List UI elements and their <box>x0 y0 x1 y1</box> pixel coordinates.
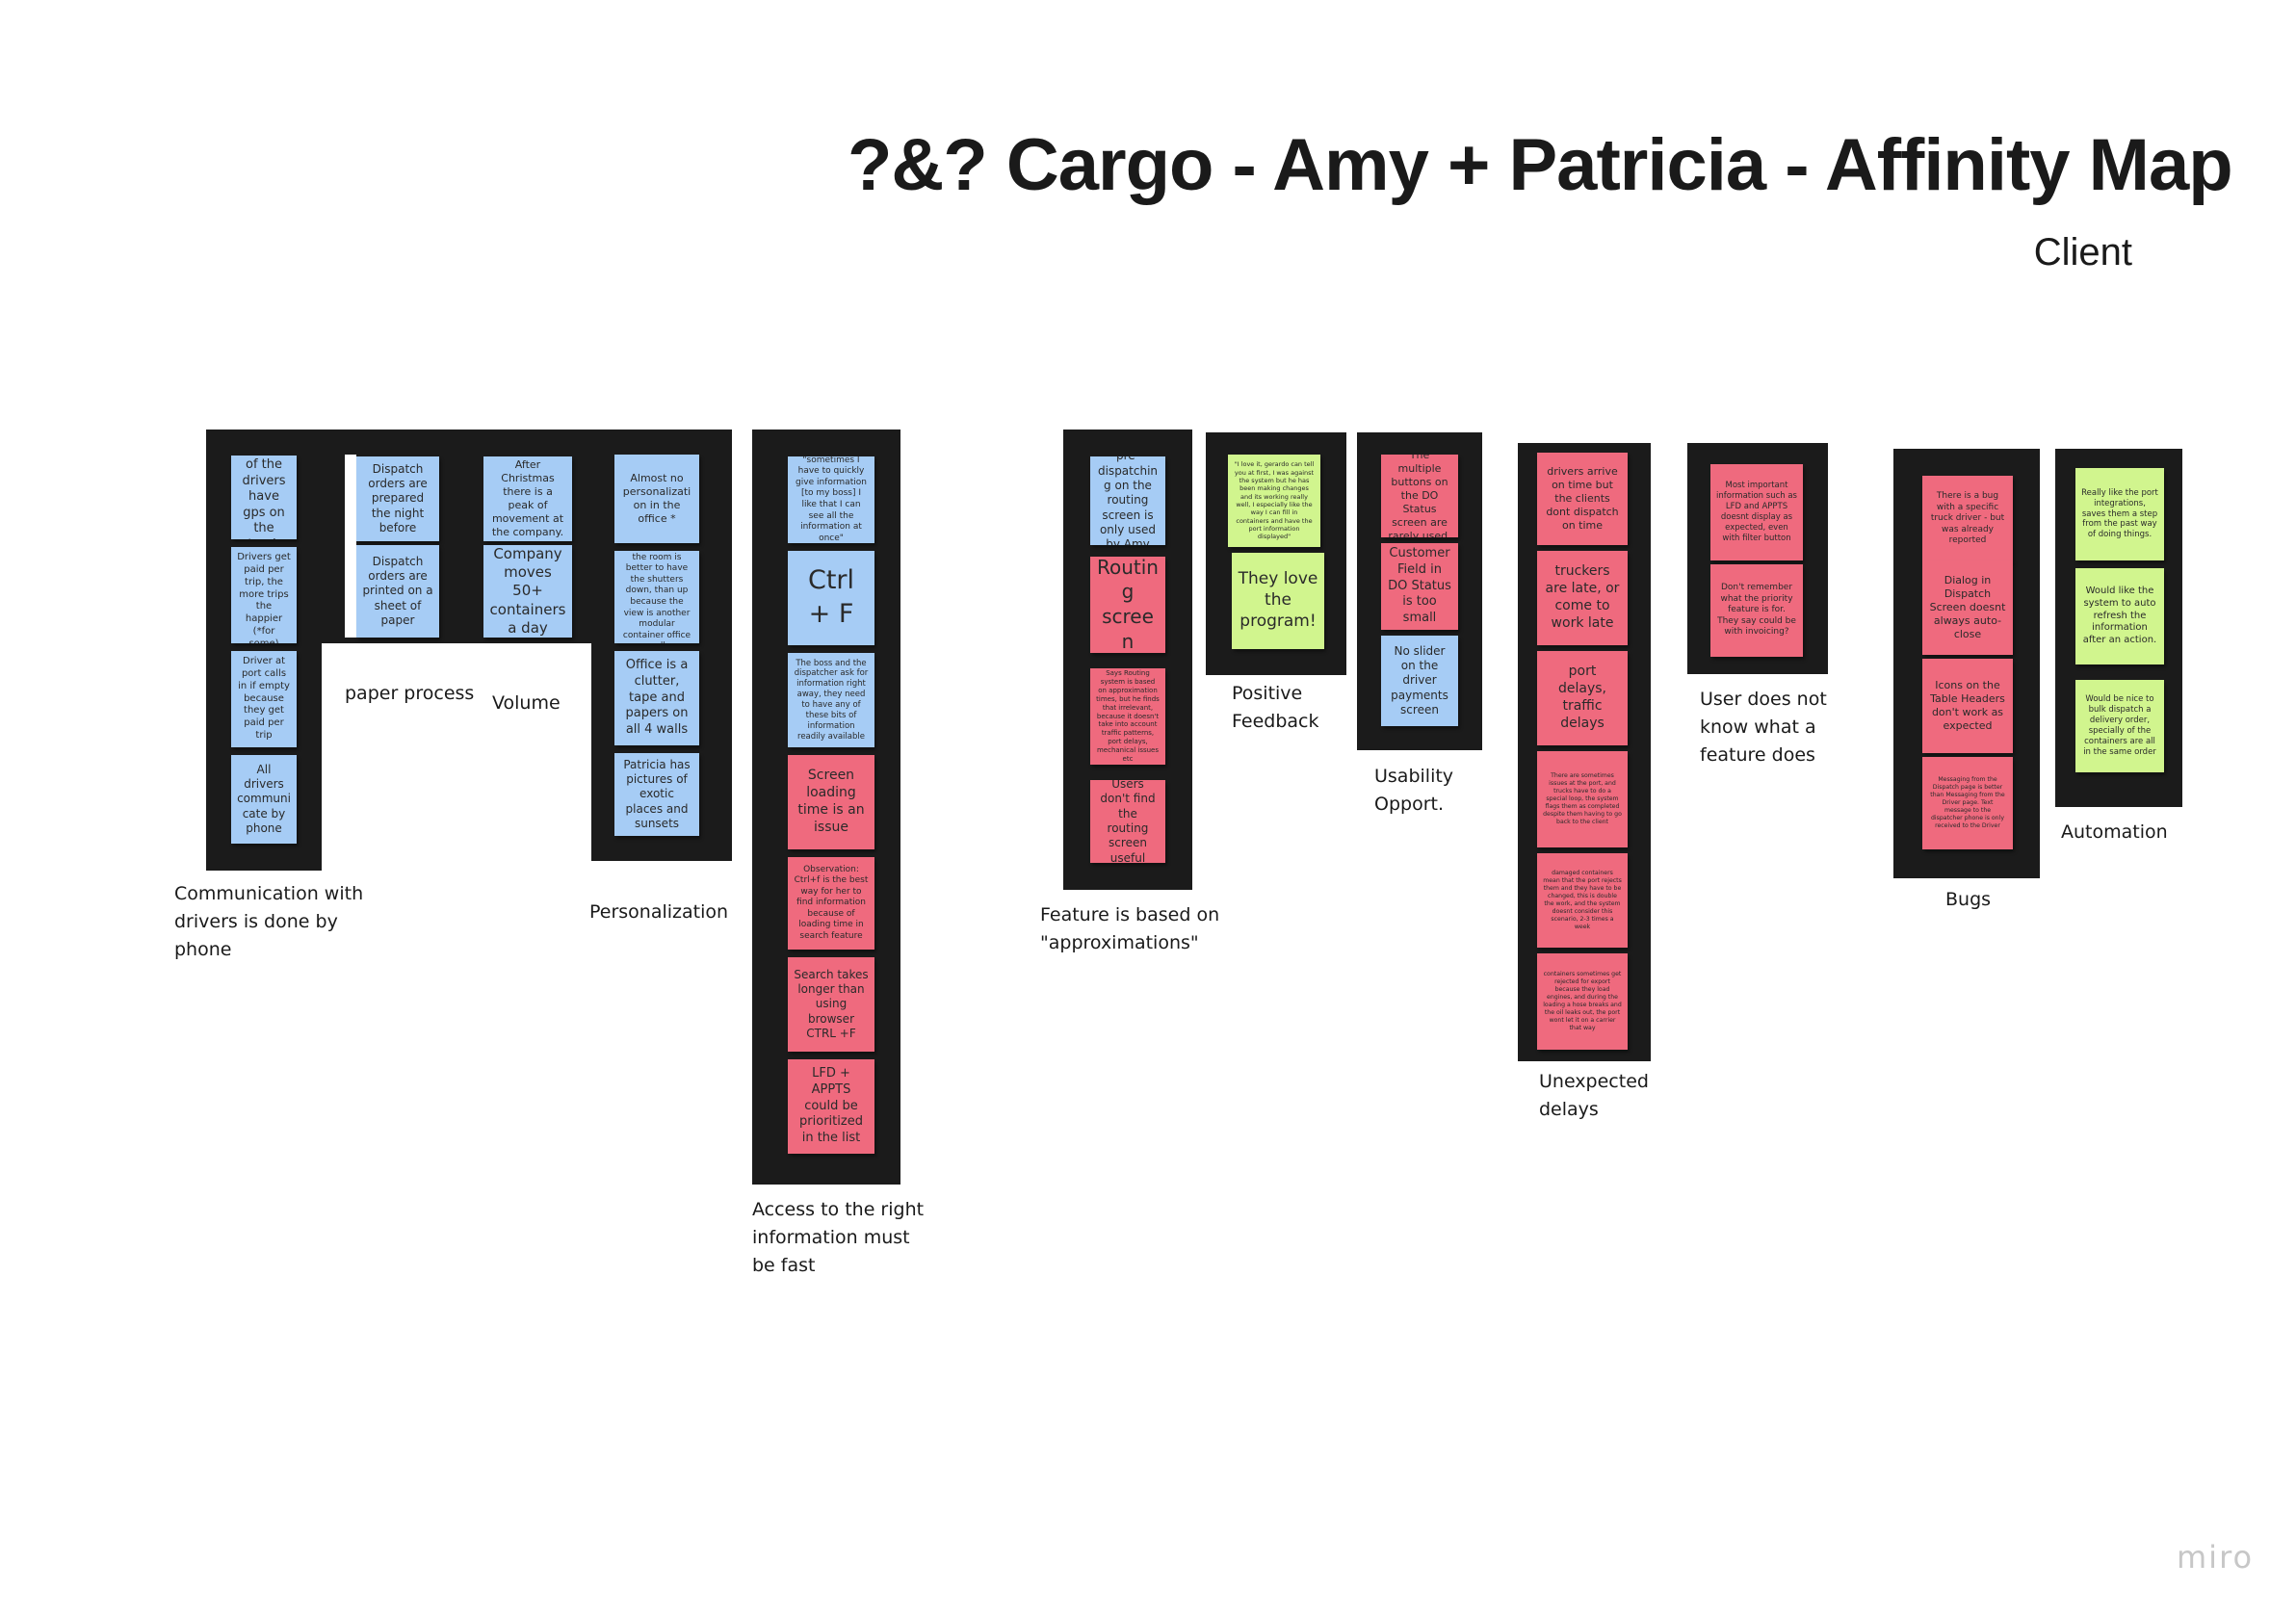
sticky-note[interactable]: They love the program! <box>1232 553 1324 649</box>
sticky-note[interactable]: The multiple buttons on the DO Status sc… <box>1381 455 1458 537</box>
sticky-note[interactable]: Dispatch orders are prepared the night b… <box>356 456 439 541</box>
sticky-note[interactable]: Dialog in Dispatch Screen doesnt always … <box>1922 560 2013 655</box>
sticky-note[interactable]: pre-dispatching on the routing screen is… <box>1090 456 1165 545</box>
sticky-note[interactable]: truckers are late, or come to work late <box>1537 551 1628 645</box>
miro-logo: miro <box>2177 1539 2255 1576</box>
sticky-note[interactable]: Truck Drivers get paid per trip, the mor… <box>231 547 297 643</box>
sticky-note[interactable]: Would be nice to bulk dispatch a deliver… <box>2075 680 2164 772</box>
sticky-note[interactable]: Ctrl + F <box>788 551 874 645</box>
sticky-note[interactable]: LFD + APPTS could be prioritized in the … <box>788 1059 874 1154</box>
sticky-note[interactable]: damaged containers mean that the port re… <box>1537 853 1628 948</box>
sticky-note[interactable]: Users don't find the routing screen usef… <box>1090 780 1165 863</box>
cluster-label: Usability Opport. <box>1374 766 1454 815</box>
sticky-note[interactable]: Office is a clutter, tape and papers on … <box>614 651 699 745</box>
sticky-note[interactable]: No slider on the driver payments screen <box>1381 636 1458 726</box>
sticky-note[interactable]: port delays, traffic delays <box>1537 651 1628 745</box>
sticky-note[interactable]: All drivers communicate by phone <box>231 755 297 844</box>
cluster-label: Bugs <box>1945 889 1992 910</box>
sticky-note[interactable]: drivers arrive on time but the clients d… <box>1537 453 1628 545</box>
sticky-note[interactable]: Would like the system to auto refresh th… <box>2075 568 2164 664</box>
sticky-note[interactable]: Icons on the Table Headers don't work as… <box>1922 659 2013 753</box>
sticky-note[interactable]: Observation: Ctrl+f is the best way for … <box>788 857 874 950</box>
sticky-note[interactable]: Most important information such as LFD a… <box>1710 464 1803 560</box>
sticky-note[interactable]: Dispatch orders are printed on a sheet o… <box>356 545 439 638</box>
sticky-note[interactable]: Screen loading time is an issue <box>788 755 874 849</box>
sticky-note[interactable]: "sometimes I have to quickly give inform… <box>788 456 874 543</box>
sticky-note[interactable]: Customer Field in DO Status is too small <box>1381 543 1458 630</box>
cluster-label: Communication with drivers is done by ph… <box>174 883 364 960</box>
cluster-label: Feature is based on "approximations" <box>1040 904 1220 953</box>
cluster-label: Personalization <box>589 901 729 923</box>
sticky-note[interactable]: The window in the room is better to have… <box>614 551 699 643</box>
sticky-note[interactable]: Patricia has pictures of exotic places a… <box>614 753 699 836</box>
sticky-note[interactable]: Driver at port calls in if empty because… <box>231 651 297 747</box>
sticky-note[interactable]: Messaging from the Dispatch page is bett… <box>1922 757 2013 849</box>
sticky-note[interactable]: There are sometimes issues at the port, … <box>1537 751 1628 847</box>
sticky-note[interactable]: "I love it, gerardo can tell you at firs… <box>1228 455 1320 547</box>
sticky-note[interactable]: Says Routing system is based on approxim… <box>1090 668 1165 765</box>
board-title: ?&? Cargo - Amy + Patricia - Affinity Ma… <box>848 124 2233 206</box>
cluster-label: Unexpected delays <box>1539 1071 1649 1120</box>
sticky-note[interactable]: Not all of the drivers have gps on the t… <box>231 456 297 539</box>
sticky-note[interactable]: Don't remember what the priority feature… <box>1710 564 1803 657</box>
sticky-note-blank <box>345 455 356 638</box>
cluster-label: Automation <box>2061 821 2168 843</box>
cluster-label: Volume <box>492 692 561 714</box>
sticky-note[interactable]: Almost no personalization in the office … <box>614 455 699 543</box>
sticky-note[interactable]: Company moves 50+ containers a day <box>483 545 572 638</box>
cluster-label: paper process <box>345 683 475 704</box>
cluster-label: User does not know what a feature does <box>1700 689 1827 766</box>
sticky-note[interactable]: The boss and the dispatcher ask for info… <box>788 653 874 747</box>
cluster-label: Access to the right information must be … <box>752 1199 925 1276</box>
sticky-note[interactable]: Really like the port integrations, saves… <box>2075 468 2164 560</box>
sticky-note[interactable]: Routing screen <box>1090 557 1165 653</box>
sticky-note[interactable]: Search takes longer than using browser C… <box>788 957 874 1052</box>
sticky-note[interactable]: There is a bug with a specific truck dri… <box>1922 476 2013 562</box>
sticky-note[interactable]: containers sometimes get rejected for ex… <box>1537 953 1628 1050</box>
board-subtitle: Client <box>2033 231 2132 274</box>
sticky-note[interactable]: After Christmas there is a peak of movem… <box>483 456 572 541</box>
cluster-label: Positive Feedback <box>1232 683 1319 732</box>
